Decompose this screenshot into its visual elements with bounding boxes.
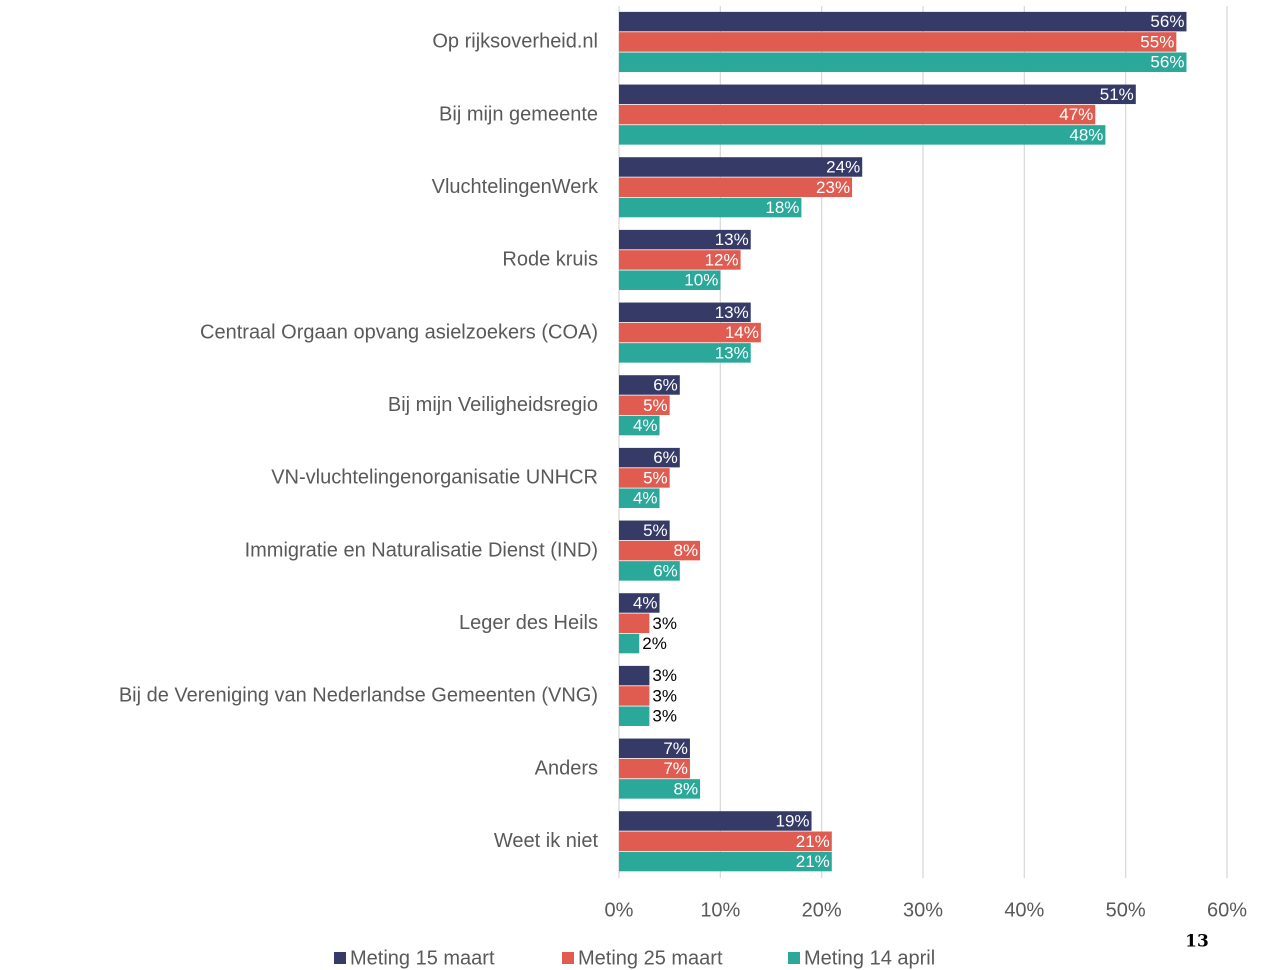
category-label: Leger des Heils bbox=[459, 612, 598, 634]
legend-swatch bbox=[334, 952, 346, 964]
value-label: 3% bbox=[652, 707, 677, 726]
legend-swatch bbox=[788, 952, 800, 964]
bar bbox=[619, 32, 1177, 52]
value-label: 8% bbox=[673, 779, 698, 798]
legend-label: Meting 14 april bbox=[804, 947, 935, 969]
category-label: Bij mijn gemeente bbox=[439, 103, 598, 125]
value-label: 3% bbox=[652, 666, 677, 685]
value-label: 19% bbox=[776, 811, 810, 830]
x-tick-label: 60% bbox=[1207, 899, 1247, 921]
category-label: Anders bbox=[535, 757, 598, 779]
bar bbox=[619, 250, 741, 270]
bar bbox=[619, 831, 832, 852]
legend-label: Meting 25 maart bbox=[578, 947, 723, 969]
x-tick-label: 50% bbox=[1106, 899, 1146, 921]
value-label: 56% bbox=[1150, 12, 1184, 31]
bar bbox=[619, 104, 1096, 125]
value-label: 13% bbox=[715, 343, 749, 362]
bar bbox=[619, 665, 650, 686]
value-label: 3% bbox=[652, 686, 677, 705]
bar bbox=[619, 52, 1187, 72]
bar bbox=[619, 157, 863, 177]
value-label: 47% bbox=[1059, 105, 1093, 124]
value-label: 5% bbox=[643, 468, 668, 487]
category-label: Rode kruis bbox=[502, 249, 598, 271]
x-tick-label: 0% bbox=[605, 899, 634, 921]
bar bbox=[619, 520, 670, 541]
page-number: 13 bbox=[1185, 932, 1209, 952]
bar bbox=[619, 851, 832, 872]
value-label: 5% bbox=[643, 521, 668, 540]
category-label: VN-vluchtelingenorganisatie UNHCR bbox=[271, 467, 598, 489]
value-label: 3% bbox=[652, 614, 677, 633]
bar bbox=[619, 229, 751, 250]
value-label: 48% bbox=[1069, 125, 1103, 144]
category-label: Op rijksoverheid.nl bbox=[432, 31, 598, 53]
value-label: 21% bbox=[796, 852, 830, 871]
value-label: 7% bbox=[663, 739, 688, 758]
bar bbox=[619, 758, 690, 779]
bar bbox=[619, 270, 721, 290]
value-label: 10% bbox=[684, 271, 718, 290]
x-tick-label: 30% bbox=[903, 899, 943, 921]
value-label: 6% bbox=[653, 448, 678, 467]
bar bbox=[619, 738, 690, 759]
value-label: 2% bbox=[642, 634, 667, 653]
value-label: 18% bbox=[765, 198, 799, 217]
legend-swatch bbox=[562, 952, 574, 964]
bar bbox=[619, 706, 650, 726]
category-label: Bij mijn Veiligheidsregio bbox=[388, 394, 598, 416]
value-label: 55% bbox=[1140, 32, 1174, 51]
bar bbox=[619, 375, 680, 395]
bar bbox=[619, 540, 701, 561]
bar bbox=[619, 11, 1187, 32]
bar bbox=[619, 343, 751, 363]
bar bbox=[619, 415, 660, 436]
legend-label: Meting 15 maart bbox=[350, 947, 495, 969]
bar bbox=[619, 395, 670, 416]
bar bbox=[619, 811, 812, 831]
value-label: 5% bbox=[643, 396, 668, 415]
value-label: 13% bbox=[715, 303, 749, 322]
value-label: 12% bbox=[705, 250, 739, 269]
value-label: 24% bbox=[826, 157, 860, 176]
bar bbox=[619, 177, 853, 198]
bar bbox=[619, 613, 650, 634]
bar bbox=[619, 488, 660, 508]
bar bbox=[619, 125, 1106, 145]
value-label: 23% bbox=[816, 178, 850, 197]
value-label: 6% bbox=[653, 375, 678, 394]
category-label: Bij de Vereniging van Nederlandse Gemeen… bbox=[119, 685, 598, 707]
bar bbox=[619, 593, 660, 613]
bar bbox=[619, 302, 751, 323]
value-label: 4% bbox=[633, 593, 658, 612]
bar bbox=[619, 84, 1136, 105]
x-tick-label: 40% bbox=[1004, 899, 1044, 921]
bar bbox=[619, 633, 640, 654]
value-label: 14% bbox=[725, 323, 759, 342]
value-label: 6% bbox=[653, 561, 678, 580]
x-tick-label: 20% bbox=[802, 899, 842, 921]
value-label: 4% bbox=[633, 416, 658, 435]
bar bbox=[619, 779, 701, 799]
category-label: Immigratie en Naturalisatie Dienst (IND) bbox=[245, 539, 598, 561]
bar bbox=[619, 447, 680, 468]
x-tick-label: 10% bbox=[700, 899, 740, 921]
category-label: Weet ik niet bbox=[494, 830, 599, 852]
bar bbox=[619, 686, 650, 706]
value-label: 21% bbox=[796, 832, 830, 851]
bar bbox=[619, 197, 802, 218]
bar bbox=[619, 468, 670, 488]
bar bbox=[619, 561, 680, 581]
bar bbox=[619, 322, 761, 343]
value-label: 13% bbox=[715, 230, 749, 249]
category-label: Centraal Orgaan opvang asielzoekers (COA… bbox=[200, 321, 598, 343]
value-label: 4% bbox=[633, 489, 658, 508]
value-label: 8% bbox=[673, 541, 698, 560]
value-label: 7% bbox=[663, 759, 688, 778]
value-label: 51% bbox=[1100, 85, 1134, 104]
value-label: 56% bbox=[1150, 53, 1184, 72]
category-label: VluchtelingenWerk bbox=[432, 176, 599, 198]
